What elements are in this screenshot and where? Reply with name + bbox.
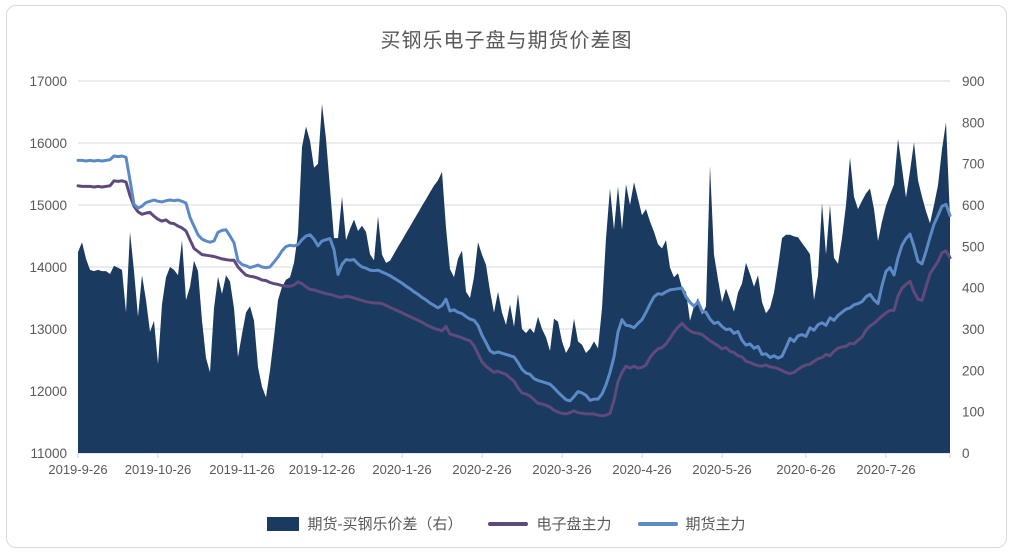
y-axis-label-right: 300: [962, 322, 985, 337]
x-axis-label: 2019-12-26: [289, 462, 356, 477]
y-axis-label-right: 0: [962, 446, 970, 461]
x-axis-label: 2020-2-26: [452, 462, 511, 477]
futures-line-series: [76, 154, 952, 403]
chart-title: 买钢乐电子盘与期货价差图: [380, 30, 633, 52]
x-axis-label: 2019-11-26: [209, 462, 275, 477]
y-axis-label-right: 100: [962, 405, 985, 420]
chart-legend: 期货-买钢乐价差（右） 电子盘主力 期货主力: [0, 513, 1013, 534]
electronic-line-series: [76, 179, 952, 418]
legend-item-spread: 期货-买钢乐价差（右）: [267, 513, 462, 534]
y-axis-label-right: 200: [962, 363, 985, 378]
y-axis-label-right: 400: [962, 281, 985, 296]
x-axis-label: 2020-5-26: [692, 462, 751, 477]
electronic-line-swatch: [488, 521, 529, 526]
y-axis-label-left: 16000: [29, 136, 67, 151]
legend-item-futures: 期货主力: [637, 513, 746, 534]
y-axis-label-right: 500: [962, 239, 985, 254]
legend-label-spread: 期货-买钢乐价差（右）: [307, 516, 463, 533]
y-axis-label-right: 700: [962, 157, 985, 172]
legend-label-electronic: 电子盘主力: [536, 516, 612, 533]
x-axis-label: 2020-3-26: [532, 462, 591, 477]
legend-item-electronic: 电子盘主力: [488, 513, 612, 534]
x-axis-label: 2020-7-26: [856, 462, 915, 477]
y-axis-label-left: 15000: [29, 198, 67, 213]
x-axis-label: 2020-6-26: [776, 462, 835, 477]
y-axis-label-left: 14000: [29, 260, 67, 275]
x-axis-label: 2019-10-26: [125, 462, 192, 477]
spread-area-swatch: [267, 516, 300, 531]
y-axis-label-left: 11000: [30, 446, 67, 461]
y-axis-label-left: 13000: [29, 322, 67, 337]
spread-area-series: [78, 103, 950, 453]
y-axis-label-left: 12000: [29, 384, 67, 399]
y-axis-label-left: 17000: [29, 74, 67, 89]
futures-line-swatch: [637, 521, 678, 526]
legend-label-futures: 期货主力: [685, 516, 746, 533]
x-axis-label: 2020-4-26: [612, 462, 671, 477]
x-axis-label: 2019-9-26: [48, 462, 107, 477]
y-axis-label-right: 800: [962, 115, 985, 130]
y-axis-label-right: 600: [962, 198, 985, 213]
x-axis-label: 2020-1-26: [372, 462, 431, 477]
y-axis-label-right: 900: [962, 74, 985, 89]
